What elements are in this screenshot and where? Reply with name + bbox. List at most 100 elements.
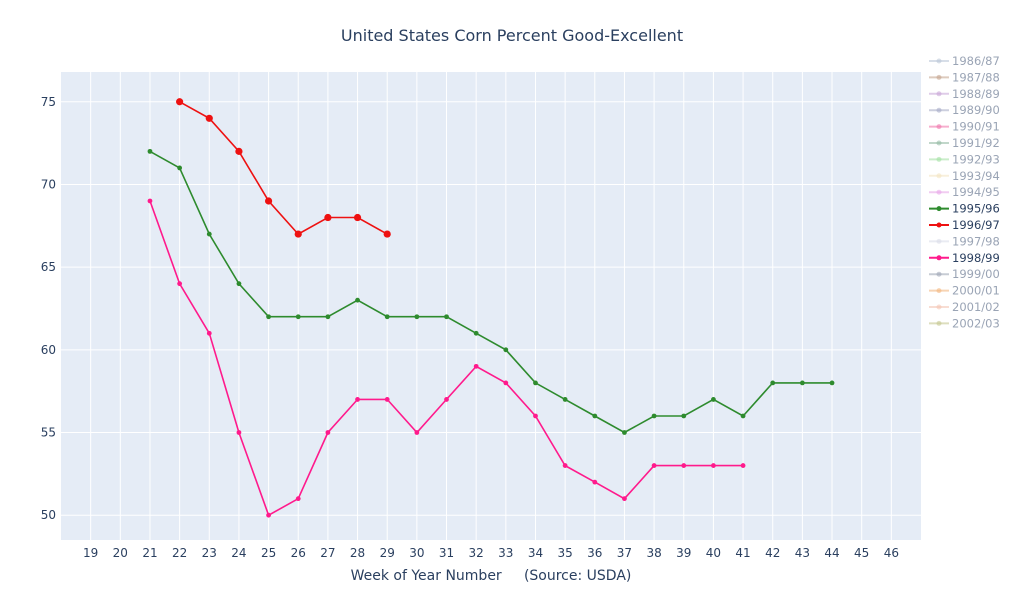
data-point[interactable] xyxy=(711,397,716,402)
data-point[interactable] xyxy=(236,430,242,435)
data-point[interactable] xyxy=(711,463,716,468)
legend-item[interactable]: 2000/01 xyxy=(929,284,1000,298)
series-lines xyxy=(147,98,835,518)
data-point[interactable] xyxy=(266,512,271,518)
legend-item[interactable]: 1987/88 xyxy=(929,70,1000,84)
data-point[interactable] xyxy=(353,213,362,222)
series-line xyxy=(179,101,388,236)
data-point[interactable] xyxy=(355,397,360,402)
legend-marker xyxy=(936,206,942,212)
data-point[interactable] xyxy=(622,496,627,502)
x-tick-label: 32 xyxy=(469,546,484,560)
data-point[interactable] xyxy=(622,430,627,435)
data-point[interactable] xyxy=(651,413,657,419)
x-tick-label: 22 xyxy=(172,546,187,560)
legend-item[interactable]: 1990/91 xyxy=(929,120,1000,134)
legend-item[interactable]: 1993/94 xyxy=(929,169,1000,183)
data-point[interactable] xyxy=(295,314,301,320)
data-point[interactable] xyxy=(294,230,302,238)
data-point[interactable] xyxy=(562,397,568,402)
data-point[interactable] xyxy=(799,380,805,386)
legend-label: 1986/87 xyxy=(952,54,1000,68)
data-point[interactable] xyxy=(533,413,538,419)
legend-marker xyxy=(936,222,942,228)
data-point[interactable] xyxy=(681,463,687,468)
data-point[interactable] xyxy=(503,347,509,353)
data-point[interactable] xyxy=(384,397,390,402)
x-tick-label: 25 xyxy=(261,546,276,560)
data-point[interactable] xyxy=(651,463,657,468)
legend-label: 1999/00 xyxy=(952,267,1000,281)
data-point[interactable] xyxy=(355,297,360,303)
legend-item[interactable]: 1991/92 xyxy=(929,136,1000,150)
data-point[interactable] xyxy=(235,147,243,155)
data-point[interactable] xyxy=(147,148,153,154)
data-point[interactable] xyxy=(444,314,449,320)
x-tick-label: 36 xyxy=(587,546,602,560)
data-point[interactable] xyxy=(592,413,598,419)
data-point[interactable] xyxy=(206,330,212,336)
legend-item[interactable]: 1988/89 xyxy=(929,87,1000,101)
legend-item[interactable]: 2001/02 xyxy=(929,300,1000,314)
data-point[interactable] xyxy=(414,314,420,320)
data-point[interactable] xyxy=(176,98,184,106)
x-axis-label: Week of Year Number (Source: USDA) xyxy=(351,568,632,584)
data-point[interactable] xyxy=(384,314,390,320)
legend-item[interactable]: 1996/97 xyxy=(929,218,1000,232)
legend-item[interactable]: 1986/87 xyxy=(929,54,1000,68)
data-point[interactable] xyxy=(325,314,331,320)
data-point[interactable] xyxy=(740,413,746,419)
data-point[interactable] xyxy=(473,363,479,369)
x-tick-label: 38 xyxy=(646,546,661,560)
data-point[interactable] xyxy=(177,281,183,287)
x-tick-label: 41 xyxy=(735,546,750,560)
legend-marker xyxy=(936,189,942,195)
series-1996-97[interactable] xyxy=(176,98,391,238)
legend-item[interactable]: 1998/99 xyxy=(929,251,1000,265)
legend-label: 2001/02 xyxy=(952,300,1000,314)
data-point[interactable] xyxy=(177,165,183,171)
data-point[interactable] xyxy=(503,380,509,386)
legend-marker xyxy=(936,238,942,244)
data-point[interactable] xyxy=(444,397,449,402)
data-point[interactable] xyxy=(147,198,153,204)
legend-marker xyxy=(936,304,942,310)
legend-item[interactable]: 1989/90 xyxy=(929,103,1000,117)
legend-item[interactable]: 2002/03 xyxy=(929,316,1000,330)
legend-marker xyxy=(936,140,942,146)
data-point[interactable] xyxy=(205,114,213,122)
legend-item[interactable]: 1995/96 xyxy=(929,202,1000,216)
data-point[interactable] xyxy=(414,430,420,435)
data-point[interactable] xyxy=(473,330,479,336)
data-point[interactable] xyxy=(206,231,212,237)
data-point[interactable] xyxy=(264,197,273,205)
legend-item[interactable]: 1994/95 xyxy=(929,185,1000,199)
legend-item[interactable]: 1992/93 xyxy=(929,152,1000,166)
x-tick-label: 31 xyxy=(439,546,454,560)
data-point[interactable] xyxy=(592,479,598,485)
data-point[interactable] xyxy=(533,380,538,386)
y-tick-label: 70 xyxy=(41,177,56,191)
legend-label: 1988/89 xyxy=(952,87,1000,101)
legend-item[interactable]: 1997/98 xyxy=(929,234,1000,248)
data-point[interactable] xyxy=(325,430,331,435)
legend[interactable]: 1986/87 1987/88 1988/89 1989/90 1990/91 1991/… xyxy=(929,54,1000,330)
data-point[interactable] xyxy=(562,463,568,468)
legend-marker xyxy=(936,107,942,113)
series-1998-99[interactable] xyxy=(147,198,746,518)
data-point[interactable] xyxy=(295,496,301,502)
data-point[interactable] xyxy=(740,463,746,468)
data-point[interactable] xyxy=(829,380,835,386)
series-1995-96[interactable] xyxy=(147,148,835,435)
x-tick-label: 44 xyxy=(824,546,839,560)
data-point[interactable] xyxy=(770,380,776,386)
data-point[interactable] xyxy=(236,281,242,287)
data-point[interactable] xyxy=(324,213,332,222)
x-tick-label: 37 xyxy=(617,546,632,560)
data-point[interactable] xyxy=(383,230,391,238)
legend-label: 1992/93 xyxy=(952,152,1000,166)
legend-item[interactable]: 1999/00 xyxy=(929,267,1000,281)
data-point[interactable] xyxy=(266,314,271,320)
x-tick-label: 39 xyxy=(676,546,691,560)
data-point[interactable] xyxy=(681,413,687,419)
